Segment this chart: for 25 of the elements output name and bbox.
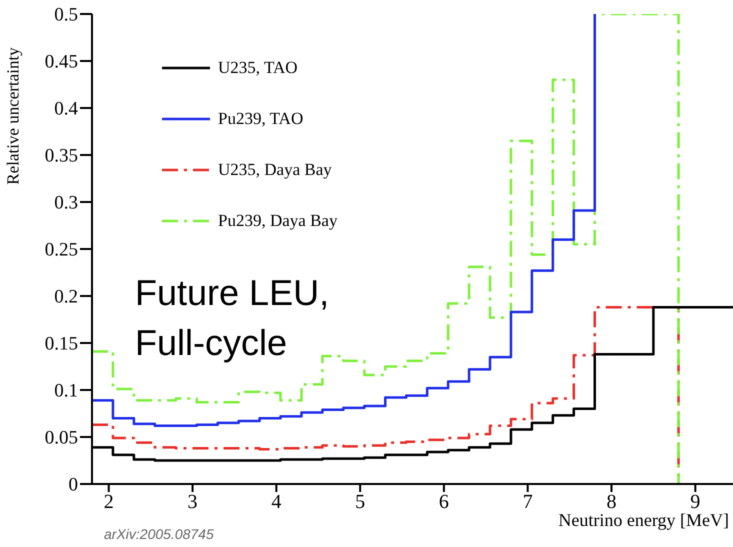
text: arXiv:2005.08745 [104,526,214,542]
legend-label: U235, Daya Bay [218,160,332,180]
y-tick-label: 0.45 [44,52,78,73]
x-tick-label: 7 [522,491,533,514]
legend-label: Pu239, Daya Bay [218,210,338,230]
x-axis-title: Neutrino energy [MeV] [558,510,729,531]
x-tick-label: 4 [271,491,282,514]
x-tick-label: 5 [355,491,366,514]
y-tick-label: 0.3 [54,192,78,214]
x-tick-label: 6 [438,491,449,514]
legend-label: Pu239, TAO [218,108,304,128]
y-tick-label: 0.05 [44,428,78,449]
y-tick-label: 0.1 [54,380,78,402]
y-tick-label: 0.25 [44,240,78,261]
x-tick-label: 3 [188,491,198,514]
legend-label: U235, TAO [218,58,298,78]
y-tick-label: 0.35 [44,146,78,167]
y-tick-label: 0.5 [54,4,78,26]
y-axis-title: Relative uncertainty [4,47,24,185]
x-tick-label: 2 [104,491,114,514]
y-tick-label: 0 [68,474,78,496]
y-tick-label: 0.4 [54,98,78,120]
y-tick-label: 0.2 [54,286,78,308]
annotation: Future LEU, Full-cycle [135,271,330,365]
y-tick-label: 0.15 [44,334,78,355]
